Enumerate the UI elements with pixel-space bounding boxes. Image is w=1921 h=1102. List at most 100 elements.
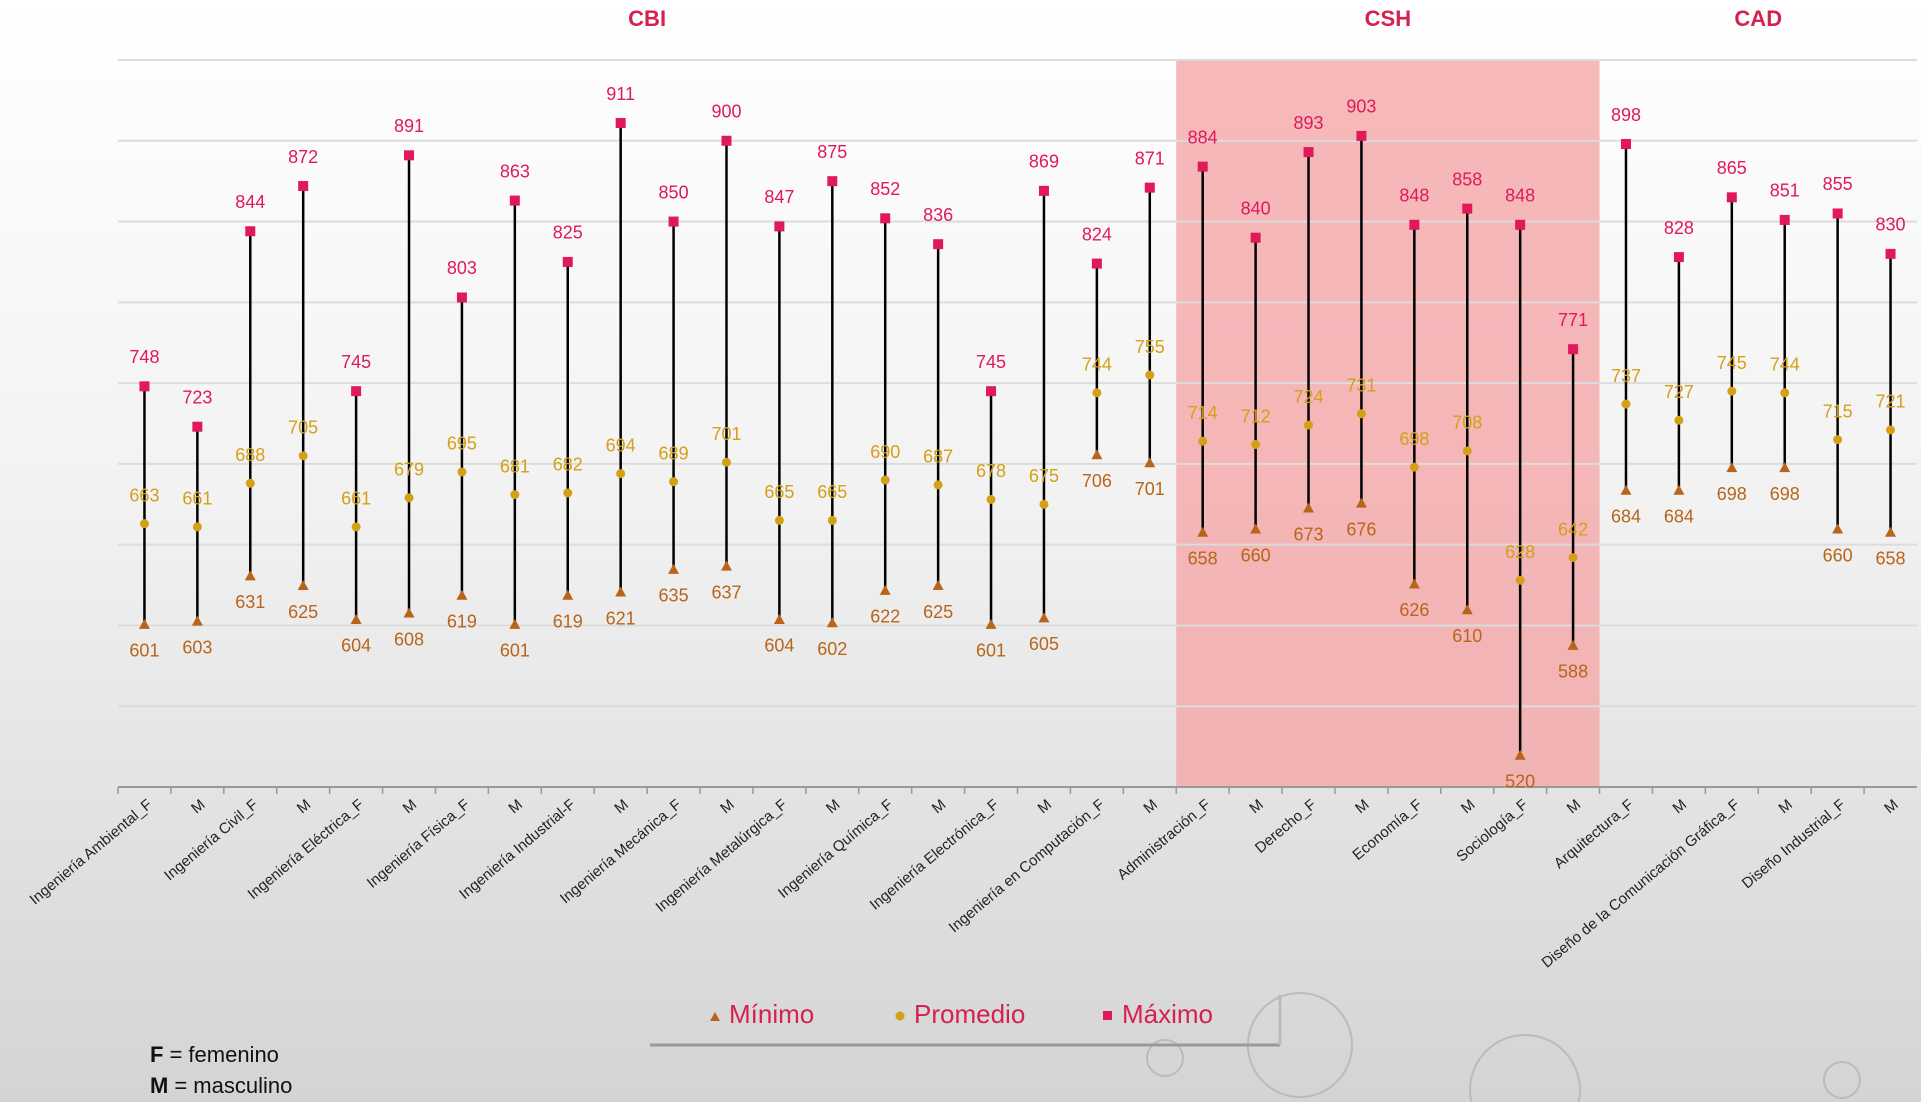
value-label: 863	[500, 161, 530, 181]
value-label: 687	[923, 447, 953, 467]
avg-marker	[933, 480, 943, 490]
min-marker	[1885, 526, 1897, 537]
min-marker	[244, 570, 256, 581]
max-marker	[1409, 219, 1420, 230]
value-label: 619	[553, 611, 583, 631]
min-marker	[1144, 457, 1156, 468]
value-label: 520	[1505, 771, 1535, 791]
avg-marker	[1251, 440, 1261, 450]
value-label: 893	[1293, 113, 1323, 133]
avg-marker	[457, 467, 467, 477]
value-label: 698	[1717, 484, 1747, 504]
value-label: 694	[606, 435, 636, 455]
value-label: 698	[1399, 429, 1429, 449]
legend-marker	[710, 1012, 720, 1021]
avg-marker	[1145, 370, 1155, 380]
max-marker	[880, 213, 891, 224]
value-label: 601	[500, 641, 530, 661]
decoration	[1146, 992, 1861, 1102]
value-label: 771	[1558, 310, 1588, 330]
value-label: 688	[235, 445, 265, 465]
value-label: 712	[1241, 406, 1271, 426]
x-tick-label: M	[1140, 796, 1161, 817]
value-label: 755	[1135, 337, 1165, 357]
min-marker	[1038, 612, 1050, 623]
value-label: 601	[129, 641, 159, 661]
max-marker	[562, 256, 573, 267]
avg-marker	[404, 493, 414, 503]
min-marker	[773, 613, 785, 624]
note-text: = masculino	[174, 1073, 292, 1098]
max-marker	[139, 381, 150, 392]
min-marker	[191, 615, 203, 626]
min-marker	[1514, 749, 1526, 760]
x-tick-label: M	[1246, 796, 1267, 817]
legend-label: Máximo	[1122, 999, 1213, 1029]
x-tick-label: M	[1670, 796, 1691, 817]
value-label: 684	[1664, 506, 1694, 526]
value-label: 731	[1346, 376, 1376, 396]
min-marker	[985, 618, 997, 629]
group-header: CAD	[1734, 6, 1782, 31]
group-header: CBI	[628, 6, 666, 31]
value-label: 663	[129, 485, 159, 505]
value-label: 872	[288, 147, 318, 167]
value-label: 900	[711, 102, 741, 122]
max-marker	[1832, 208, 1843, 219]
value-label: 903	[1346, 97, 1376, 117]
value-label: 745	[976, 352, 1006, 372]
value-label: 588	[1558, 662, 1588, 682]
max-marker	[721, 135, 732, 146]
min-marker	[509, 618, 521, 629]
value-label: 840	[1241, 198, 1271, 218]
value-label: 884	[1188, 127, 1218, 147]
avg-marker	[1409, 462, 1419, 472]
value-label: 658	[1188, 548, 1218, 568]
x-tick-label: M	[611, 796, 632, 817]
avg-marker	[669, 477, 679, 487]
value-label: 681	[500, 456, 530, 476]
min-marker	[1303, 502, 1315, 513]
value-label: 637	[711, 582, 741, 602]
min-marker	[456, 589, 468, 600]
avg-marker	[351, 522, 361, 532]
min-marker	[668, 563, 680, 574]
max-marker	[668, 216, 679, 227]
value-label: 891	[394, 116, 424, 136]
max-marker	[245, 226, 256, 237]
max-marker	[827, 176, 838, 187]
avg-marker	[1727, 386, 1737, 396]
avg-marker	[827, 515, 837, 525]
value-label: 715	[1823, 401, 1853, 421]
value-label: 911	[606, 84, 635, 104]
value-label: 727	[1664, 382, 1694, 402]
legend-label: Mínimo	[729, 999, 814, 1029]
max-marker	[298, 181, 309, 192]
max-marker	[1038, 185, 1049, 196]
max-marker	[1303, 147, 1314, 158]
value-label: 673	[1293, 524, 1323, 544]
min-marker	[720, 560, 732, 571]
value-label: 625	[923, 602, 953, 622]
note: M = masculino	[150, 1073, 292, 1098]
min-marker	[350, 613, 362, 624]
x-tick-label: M	[1035, 796, 1056, 817]
min-marker	[1779, 462, 1791, 473]
avg-marker	[245, 478, 255, 488]
value-label: 610	[1452, 626, 1482, 646]
value-label: 825	[553, 223, 583, 243]
avg-marker	[510, 490, 520, 500]
min-marker	[1726, 462, 1738, 473]
avg-marker	[1833, 435, 1843, 445]
avg-marker	[880, 475, 890, 485]
value-label: 604	[341, 636, 371, 656]
value-label: 602	[817, 639, 847, 659]
value-label: 869	[1029, 152, 1059, 172]
x-tick-label: Ingeniería Civil_F	[161, 796, 261, 884]
value-label: 724	[1293, 387, 1323, 407]
value-label: 865	[1717, 158, 1747, 178]
value-label: 608	[394, 629, 424, 649]
value-label: 631	[235, 592, 265, 612]
min-marker	[403, 607, 415, 618]
